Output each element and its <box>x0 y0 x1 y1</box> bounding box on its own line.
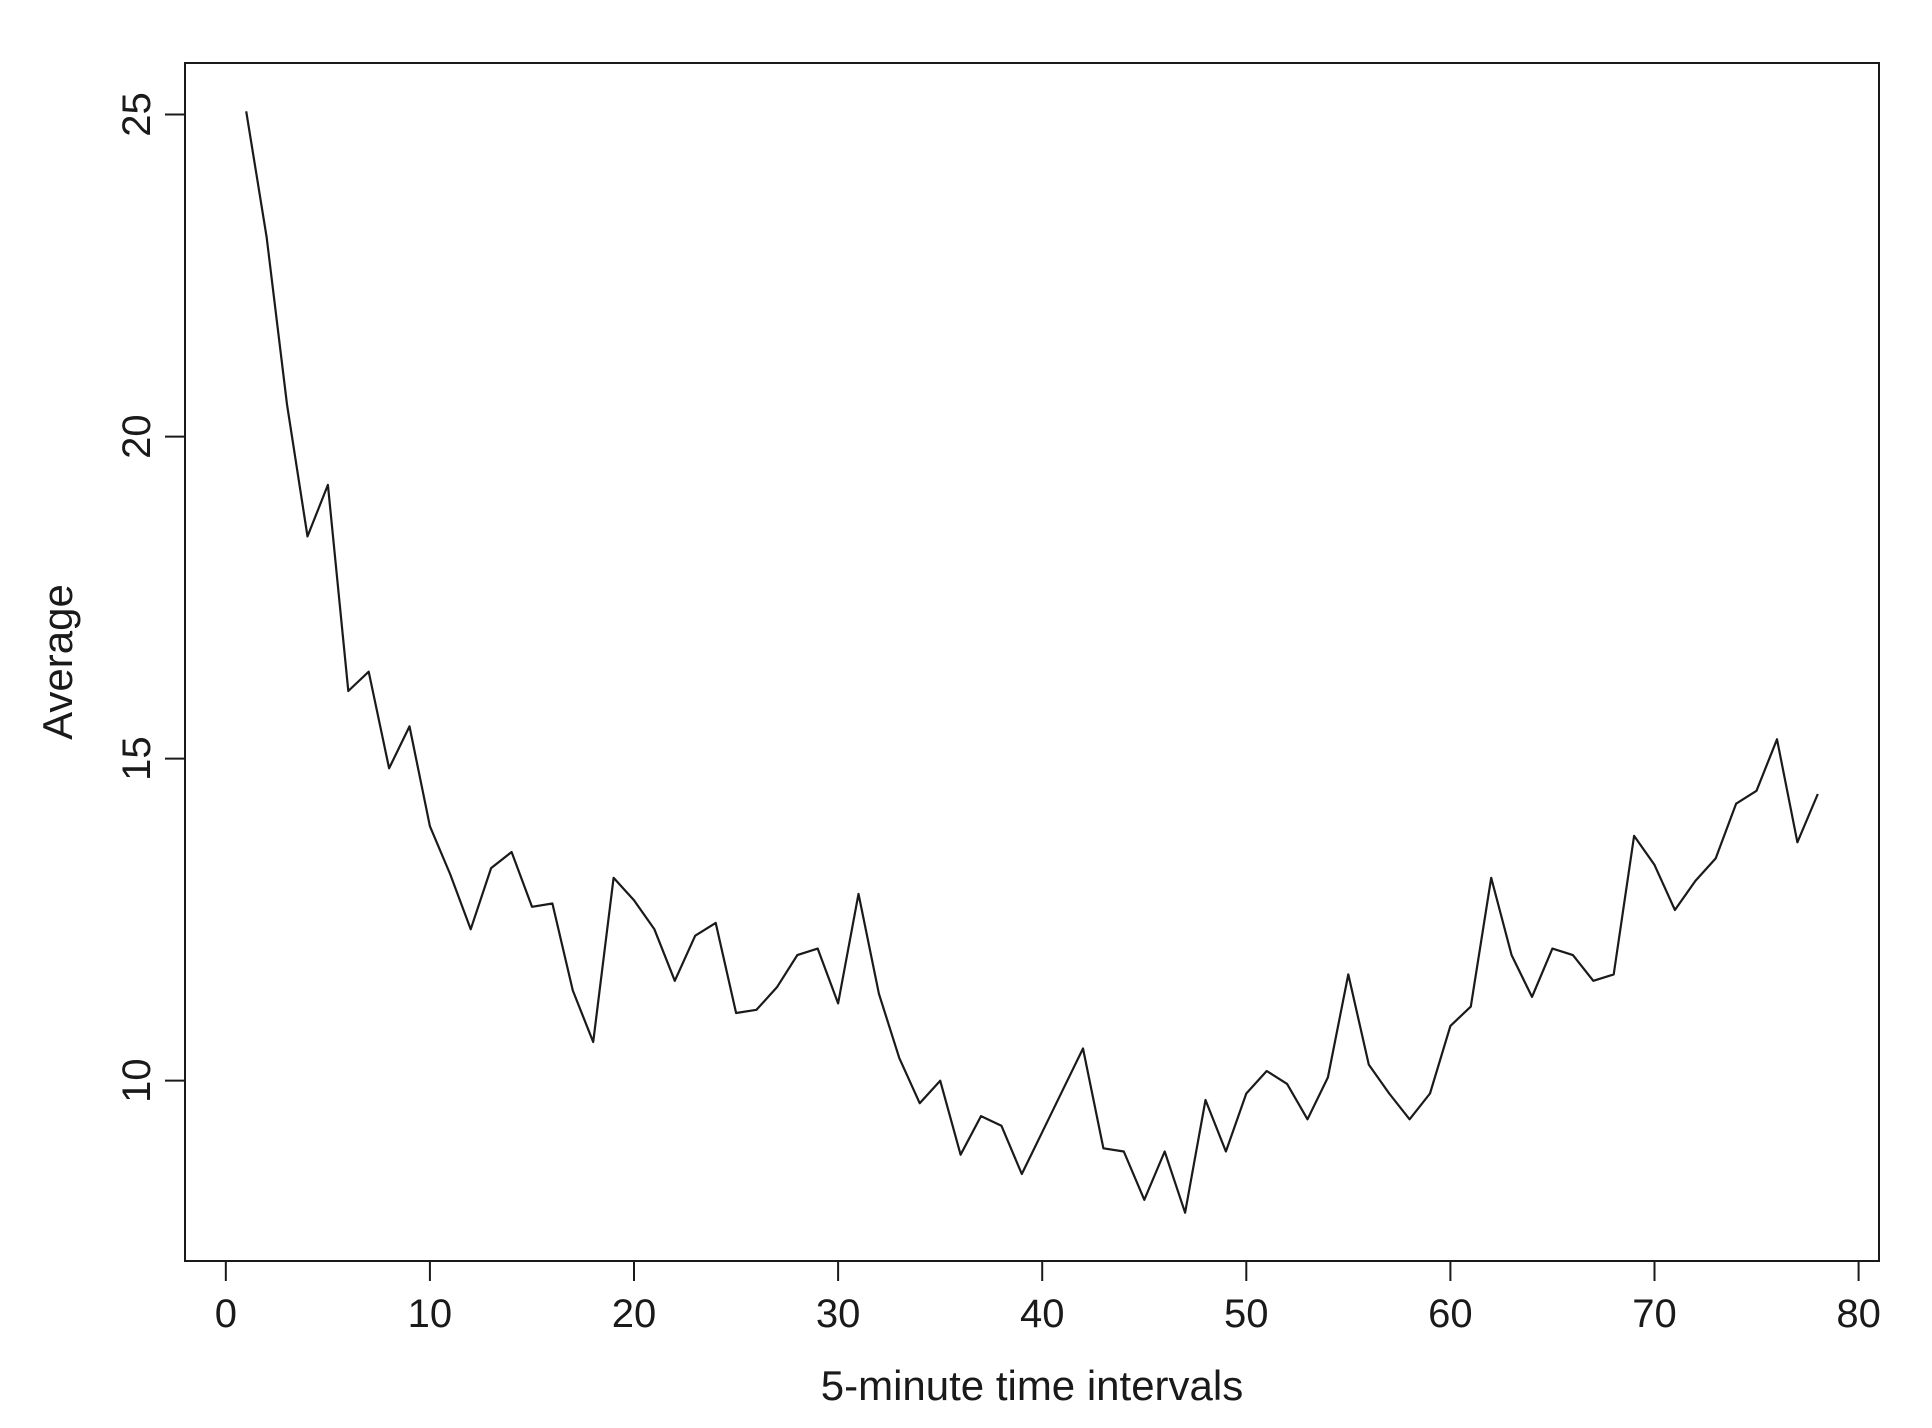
y-tick-label-10: 10 <box>115 1058 159 1103</box>
x-axis: 0 10 20 30 40 50 60 70 80 <box>215 1261 1881 1336</box>
x-tick-label-40: 40 <box>1020 1292 1065 1336</box>
x-axis-label: 5-minute time intervals <box>821 1362 1243 1409</box>
y-axis-label: Average <box>34 584 81 740</box>
y-tick-label-25: 25 <box>115 92 159 137</box>
y-tick-label-15: 15 <box>115 736 159 781</box>
plot-frame <box>184 62 1880 1262</box>
x-tick-label-80: 80 <box>1836 1292 1881 1336</box>
series-line <box>245 111 1819 1214</box>
x-tick-label-10: 10 <box>408 1292 453 1336</box>
y-tick-label-20: 20 <box>115 414 159 459</box>
x-tick-label-50: 50 <box>1224 1292 1269 1336</box>
x-tick-label-20: 20 <box>612 1292 657 1336</box>
x-tick-label-70: 70 <box>1632 1292 1677 1336</box>
x-tick-label-0: 0 <box>215 1292 237 1336</box>
x-tick-label-60: 60 <box>1428 1292 1473 1336</box>
y-axis: 10 15 20 25 <box>115 92 185 1103</box>
x-tick-label-30: 30 <box>816 1292 861 1336</box>
